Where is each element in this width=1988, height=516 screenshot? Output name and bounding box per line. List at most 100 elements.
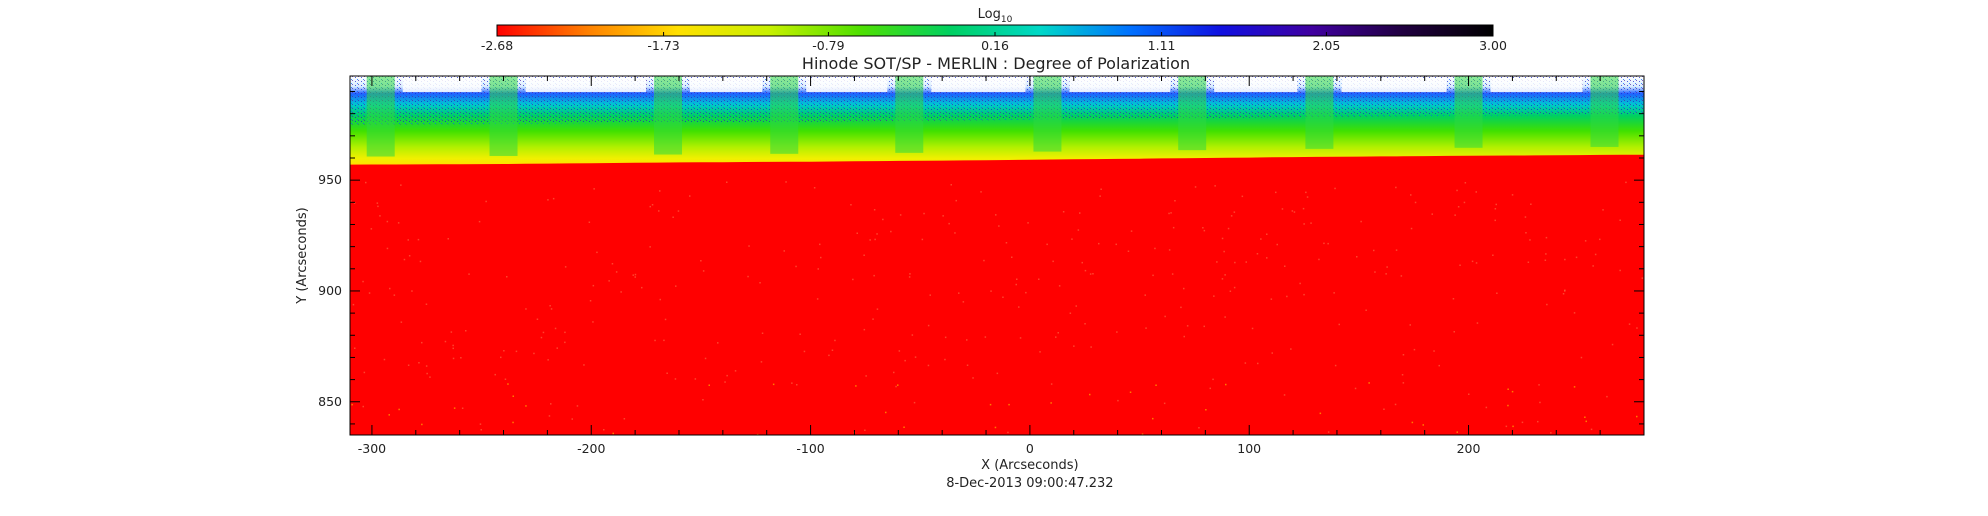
disk-speckle — [1431, 213, 1433, 215]
disk-speckle — [1154, 247, 1156, 250]
disk-speckle — [368, 292, 371, 294]
disk-speckle — [865, 375, 867, 377]
disk-speckle — [1537, 420, 1539, 423]
disk-speckle — [1475, 191, 1477, 193]
disk-speckle — [1224, 316, 1226, 318]
disk-speckle — [863, 328, 866, 331]
disk-speckle — [500, 356, 502, 359]
scan-column-seam — [1033, 76, 1062, 152]
disk-speckle — [386, 247, 389, 250]
disk-speckle — [1062, 211, 1065, 213]
disk-speckle — [927, 364, 930, 367]
scan-column-seam — [1178, 76, 1207, 151]
disk-speckle — [589, 300, 592, 302]
disk-speckle — [550, 403, 552, 405]
disk-speckle — [418, 362, 420, 364]
disk-speckle — [393, 294, 396, 296]
disk-speckle — [478, 220, 481, 223]
disk-speckle — [1636, 327, 1638, 329]
disk-speckle — [1495, 203, 1497, 206]
disk-speckle — [897, 384, 899, 386]
disk-speckle — [700, 260, 702, 262]
disk-speckle — [1411, 421, 1414, 424]
disk-speckle — [1084, 323, 1086, 325]
disk-speckle — [1468, 393, 1470, 395]
disk-speckle — [612, 432, 614, 435]
offlimb-white-patch — [525, 78, 647, 92]
disk-speckle — [1599, 238, 1601, 241]
disk-speckle — [1155, 384, 1157, 386]
disk-speckle — [1530, 203, 1532, 205]
disk-speckle — [1230, 215, 1233, 217]
disk-speckle — [1100, 188, 1102, 190]
disk-speckle — [1223, 250, 1225, 253]
disk-speckle — [856, 232, 858, 234]
disk-speckle — [550, 308, 553, 310]
disk-speckle — [1319, 412, 1322, 415]
disk-speckle — [1521, 421, 1524, 424]
disk-speckle — [831, 349, 834, 351]
disk-speckle — [1494, 208, 1497, 210]
disk-speckle — [1383, 408, 1385, 410]
disk-speckle — [1386, 266, 1388, 268]
disk-speckle — [708, 384, 710, 386]
disk-speckle — [1293, 211, 1296, 213]
disk-speckle — [421, 423, 423, 426]
disk-speckle — [1594, 253, 1597, 256]
disk-speckle — [772, 383, 775, 386]
x-tick-label: -100 — [796, 441, 824, 456]
disk-speckle — [592, 284, 595, 287]
disk-speckle — [1564, 289, 1566, 291]
colorbar-tick-label: -0.79 — [812, 38, 844, 53]
disk-speckle — [1327, 242, 1329, 245]
disk-speckle — [995, 214, 997, 216]
disk-speckle — [525, 308, 527, 310]
disk-speckle — [1385, 273, 1387, 275]
disk-speckle — [1213, 295, 1215, 297]
disk-speckle — [547, 199, 549, 201]
disk-speckle — [1233, 211, 1236, 213]
disk-speckle — [885, 411, 887, 414]
disk-speckle — [1373, 249, 1375, 252]
colorbar-tick-label: 0.16 — [981, 38, 1009, 53]
disk-speckle — [1145, 327, 1147, 329]
disk-speckle — [929, 294, 931, 296]
disk-speckle — [759, 282, 761, 284]
disk-speckle — [398, 408, 400, 411]
disk-speckle — [506, 276, 508, 278]
disk-speckle — [1221, 278, 1224, 280]
disk-speckle — [1511, 194, 1514, 196]
disk-speckle — [913, 401, 916, 404]
disk-speckle — [623, 418, 626, 420]
disk-speckle — [494, 373, 496, 376]
disk-speckle — [460, 357, 462, 359]
disk-speckle — [1038, 278, 1040, 280]
disk-speckle — [452, 344, 454, 347]
disk-speckle — [1286, 295, 1288, 298]
disk-speckle — [942, 215, 944, 217]
disk-speckle — [1410, 227, 1413, 230]
x-tick-label: 200 — [1457, 441, 1481, 456]
disk-speckle — [512, 421, 514, 424]
offlimb-white-patch — [1069, 78, 1171, 92]
disk-speckle — [552, 197, 555, 200]
disk-speckle — [548, 415, 551, 417]
disk-speckle — [651, 204, 654, 206]
disk-speckle — [850, 204, 852, 206]
disk-speckle — [927, 324, 930, 327]
disk-speckle — [761, 332, 764, 334]
y-tick-label: 950 — [318, 172, 342, 187]
colorbar: Log10 -2.68 -1.73 -0.79 0.16 1.11 2.05 3.00 — [481, 7, 1507, 53]
disk-speckle — [1098, 242, 1100, 245]
disk-speckle — [1628, 323, 1631, 325]
disk-speckle — [1611, 343, 1614, 346]
disk-speckle — [948, 222, 950, 225]
disk-speckle — [873, 209, 876, 211]
disk-speckle — [1203, 229, 1206, 232]
offlimb-white-patch — [931, 78, 1026, 92]
disk-speckle — [1092, 273, 1094, 275]
disk-speckle — [702, 399, 704, 401]
disk-speckle — [1130, 230, 1133, 232]
disk-speckle — [1079, 212, 1081, 214]
disk-speckle — [1172, 226, 1175, 229]
